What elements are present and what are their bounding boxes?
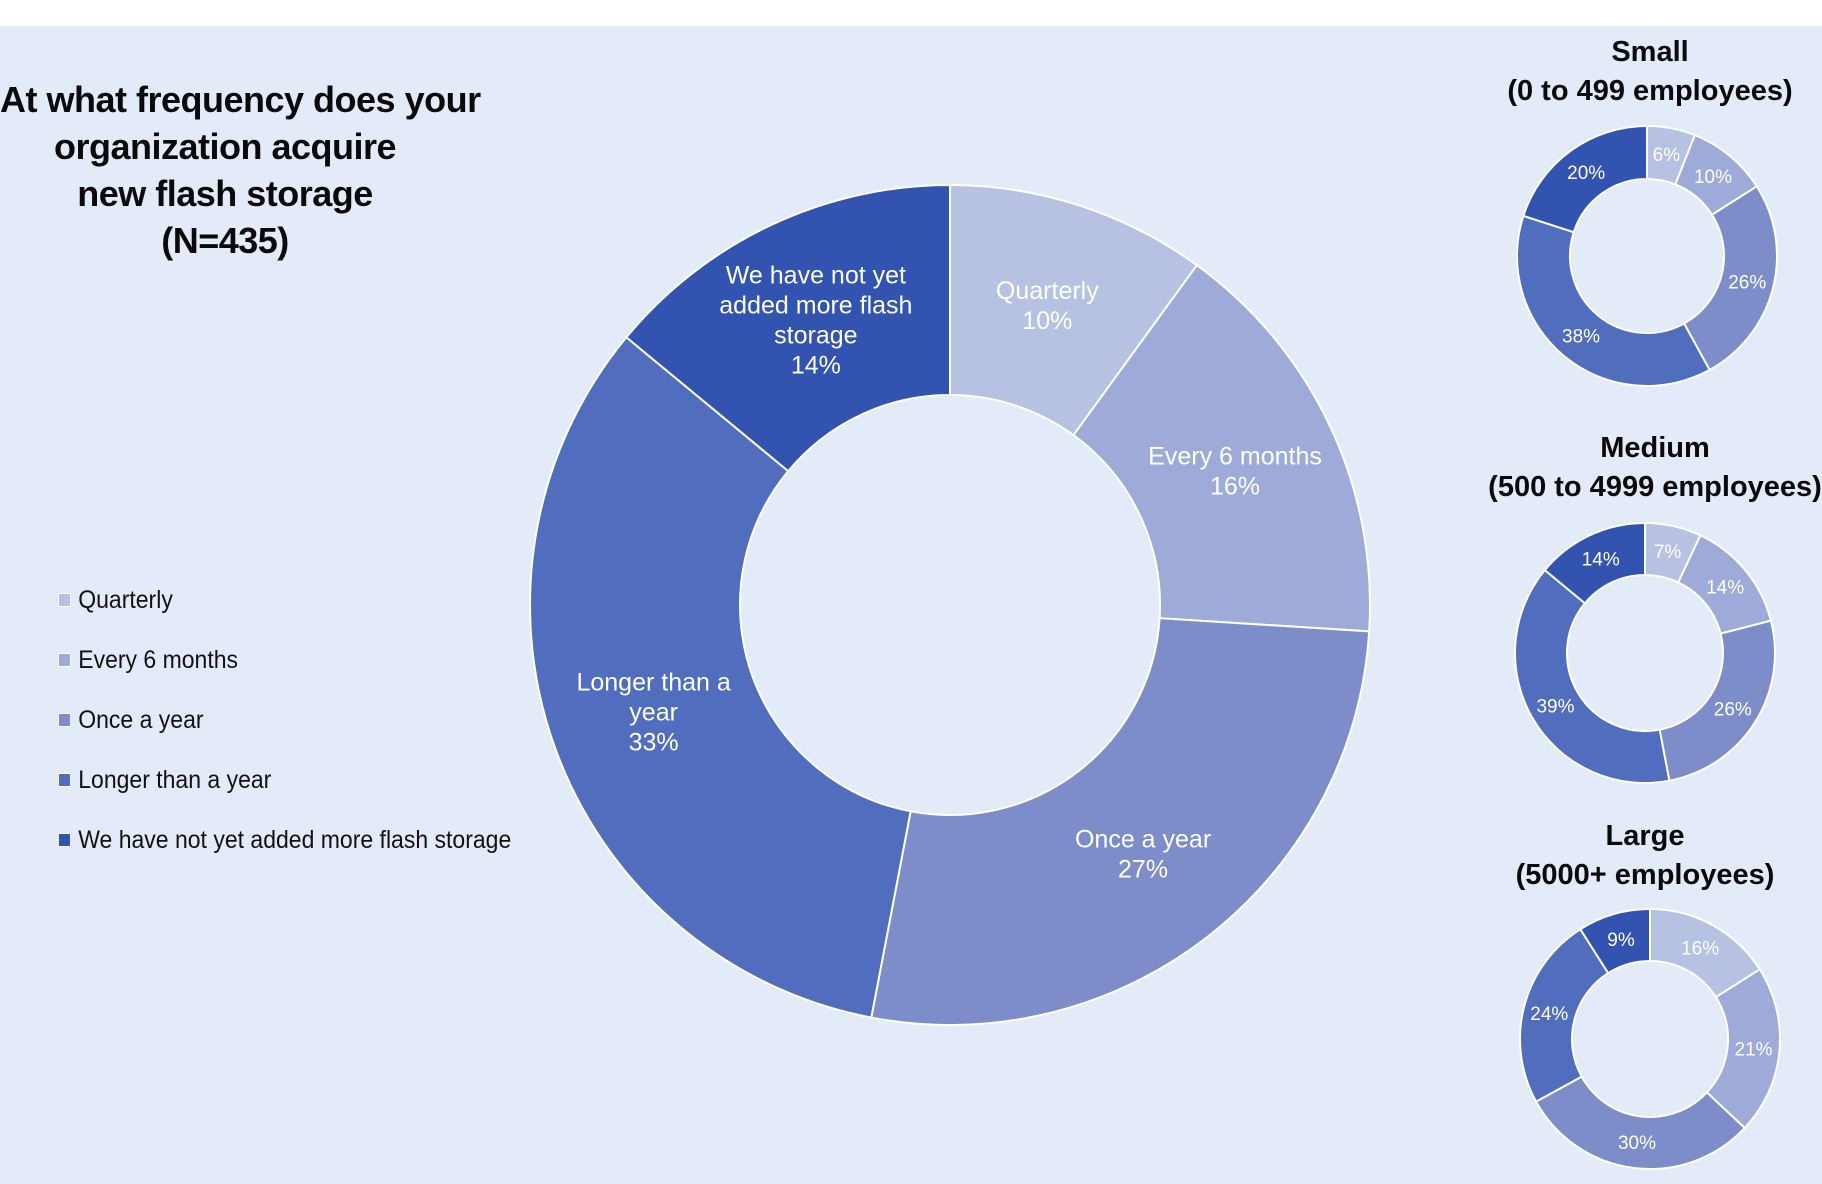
large-label-once-a-year: 30% bbox=[1618, 1133, 1656, 1154]
main-slice-not-yet-added bbox=[624, 183, 951, 473]
legend-swatch bbox=[58, 713, 71, 727]
chart-title-line: new flash storage bbox=[77, 173, 373, 214]
large-donut: 16% 21% 30% 24% 9% bbox=[1518, 907, 1781, 1170]
large-slice-once-a-year bbox=[1534, 1075, 1747, 1170]
legend-label: Every 6 months bbox=[78, 645, 239, 674]
medium-label-not-yet-added: 14% bbox=[1582, 550, 1620, 571]
legend-swatch bbox=[58, 833, 71, 847]
chart-title-line: (N=435) bbox=[161, 220, 289, 261]
medium-chart-title-line: Medium bbox=[1600, 432, 1710, 464]
small-label-not-yet-added: 20% bbox=[1567, 163, 1605, 184]
large-chart-title: Large (5000+ employees) bbox=[1495, 817, 1795, 895]
legend-label: Quarterly bbox=[78, 585, 173, 614]
main-slice-quarterly bbox=[949, 183, 1199, 437]
medium-chart-title: Medium (500 to 4999 employees) bbox=[1480, 429, 1822, 507]
main-label-every-6-months: Every 6 months 16% bbox=[1148, 443, 1322, 501]
small-slice-longer-than-a-year bbox=[1516, 214, 1711, 388]
small-label-quarterly: 6% bbox=[1653, 145, 1681, 166]
large-label-not-yet-added: 9% bbox=[1607, 930, 1635, 951]
legend: Quarterly Every 6 months Once a year Lon… bbox=[58, 570, 551, 870]
chart-title-line: At what frequency does your bbox=[0, 79, 481, 120]
medium-label-longer-than-a-year: 39% bbox=[1536, 697, 1574, 718]
large-label-quarterly: 16% bbox=[1681, 939, 1719, 960]
medium-label-every-6-months: 14% bbox=[1706, 577, 1744, 598]
medium-label-once-a-year: 26% bbox=[1714, 699, 1752, 720]
main-slice-longer-than-a-year bbox=[529, 335, 912, 1019]
medium-slice-once-a-year bbox=[1658, 619, 1776, 782]
large-slice-not-yet-added bbox=[1578, 907, 1651, 975]
main-label-longer-than-a-year: Longer than a year 33% bbox=[576, 668, 730, 756]
legend-item-once-a-year: Once a year bbox=[58, 690, 511, 750]
medium-chart-title-line: (500 to 4999 employees) bbox=[1488, 471, 1822, 503]
main-slice-every-6-months bbox=[1072, 263, 1371, 633]
medium-label-quarterly: 7% bbox=[1654, 542, 1682, 563]
small-label-every-6-months: 10% bbox=[1694, 167, 1732, 188]
small-slice-once-a-year bbox=[1682, 184, 1778, 372]
small-chart-title-line: (0 to 499 employees) bbox=[1507, 75, 1793, 107]
legend-swatch bbox=[58, 773, 71, 787]
legend-item-longer-than-a-year: Longer than a year bbox=[58, 750, 511, 810]
small-donut: 6% 10% 26% 38% 20% bbox=[1516, 124, 1778, 388]
small-chart-title-line: Small bbox=[1611, 36, 1689, 68]
large-slice-longer-than-a-year bbox=[1518, 927, 1610, 1103]
legend-swatch bbox=[58, 593, 71, 607]
small-slice-not-yet-added bbox=[1522, 124, 1648, 234]
large-label-every-6-months: 21% bbox=[1735, 1039, 1773, 1060]
legend-swatch bbox=[58, 653, 71, 667]
legend-label: Once a year bbox=[78, 705, 204, 734]
legend-label: We have not yet added more flash storage bbox=[78, 825, 512, 854]
main-slice-once-a-year bbox=[870, 617, 1371, 1026]
medium-slice-longer-than-a-year bbox=[1514, 568, 1671, 784]
legend-item-quarterly: Quarterly bbox=[58, 570, 511, 630]
legend-label: Longer than a year bbox=[78, 765, 272, 794]
large-label-longer-than-a-year: 24% bbox=[1530, 1004, 1568, 1025]
large-chart-title-line: (5000+ employees) bbox=[1515, 859, 1775, 891]
legend-item-not-yet-added: We have not yet added more flash storage bbox=[58, 810, 511, 870]
main-label-quarterly: Quarterly 10% bbox=[996, 277, 1099, 335]
small-label-longer-than-a-year: 38% bbox=[1562, 326, 1600, 347]
medium-donut: 7% 14% 26% 39% 14% bbox=[1514, 521, 1776, 784]
medium-slice-not-yet-added bbox=[1543, 521, 1646, 605]
large-chart-title-line: Large bbox=[1605, 820, 1685, 852]
large-slice-every-6-months bbox=[1705, 967, 1781, 1130]
chart-title-line: organization acquire bbox=[53, 126, 397, 167]
main-donut: Quarterly 10% Every 6 months 16% Once a year… bbox=[529, 183, 1371, 1026]
legend-item-every-6-months: Every 6 months bbox=[58, 630, 511, 690]
small-chart-title: Small (0 to 499 employees) bbox=[1500, 33, 1800, 111]
chart-title: At what frequency does your organization… bbox=[0, 76, 481, 264]
main-label-once-a-year: Once a year 27% bbox=[1075, 826, 1211, 884]
main-label-not-yet-added: We have not yet added more flash storage 14… bbox=[719, 262, 912, 380]
small-label-once-a-year: 26% bbox=[1728, 272, 1766, 293]
